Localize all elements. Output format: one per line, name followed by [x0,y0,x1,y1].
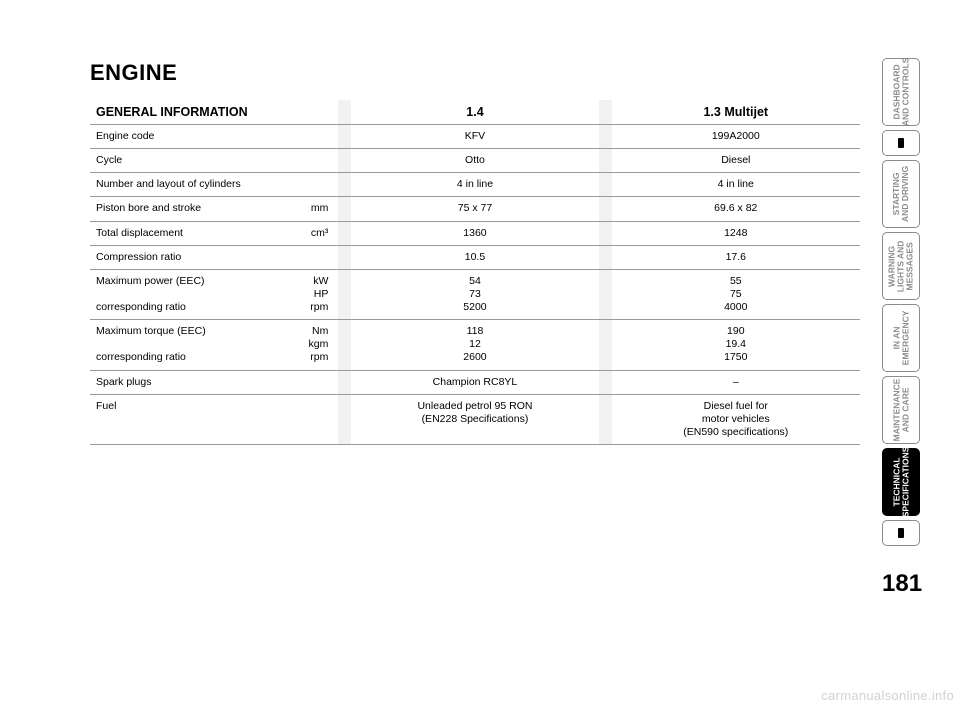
row-value-1: 10.5 [351,245,599,269]
row-value-2: 1248 [612,221,860,245]
row-value-1: Otto [351,149,599,173]
row-label: Spark plugs [90,370,297,394]
side-tab[interactable]: IN ANEMERGENCY [882,304,920,372]
row-value-1: KFV [351,125,599,149]
column-separator [338,245,350,269]
column-separator [599,320,611,370]
content-area: ENGINE GENERAL INFORMATION 1.4 1.3 Multi… [90,60,860,445]
row-unit [297,125,338,149]
row-value-2: 199A2000 [612,125,860,149]
side-tab[interactable]: MAINTENANCEAND CARE [882,376,920,444]
column-separator [338,173,350,197]
table-row: Number and layout of cylinders 4 in line… [90,173,860,197]
row-value-1: Champion RC8YL [351,370,599,394]
row-unit: Nmkgmrpm [297,320,338,370]
column-separator [338,320,350,370]
row-label: Cycle [90,149,297,173]
page-title: ENGINE [90,60,860,86]
table-section-header: GENERAL INFORMATION [90,100,338,125]
row-label: Fuel [90,394,297,444]
side-tab[interactable]: DASHBOARDAND CONTROLS [882,58,920,126]
side-tab[interactable]: WARNINGLIGHTS ANDMESSAGES [882,232,920,300]
column-header-1: 1.4 [351,100,599,125]
column-separator [338,197,350,221]
engine-spec-table: GENERAL INFORMATION 1.4 1.3 Multijet Eng… [90,100,860,445]
column-separator [338,370,350,394]
row-value-1: 118122600 [351,320,599,370]
side-tab[interactable]: STARTINGAND DRIVING [882,160,920,228]
row-unit [297,370,338,394]
tab-label: IN ANEMERGENCY [892,311,910,366]
table-row: Compression ratio 10.5 17.6 [90,245,860,269]
row-value-1: 1360 [351,221,599,245]
column-separator [599,245,611,269]
column-separator [599,269,611,319]
table-row: Maximum power (EEC) corresponding ratiok… [90,269,860,319]
table-row: Fuel Unleaded petrol 95 RON(EN228 Specif… [90,394,860,444]
column-separator [338,100,350,125]
row-label: Engine code [90,125,297,149]
row-label: Maximum power (EEC) corresponding ratio [90,269,297,319]
row-value-2: Diesel fuel formotor vehicles(EN590 spec… [612,394,860,444]
tab-index-marker [898,138,904,148]
column-separator [599,221,611,245]
side-tab[interactable] [882,520,920,546]
tab-label: TECHNICALSPECIFICATIONS [892,447,910,518]
side-tab[interactable]: TECHNICALSPECIFICATIONS [882,448,920,516]
row-unit [297,173,338,197]
table-row: Maximum torque (EEC) corresponding ratio… [90,320,860,370]
column-separator [599,394,611,444]
column-separator [338,125,350,149]
row-label: Maximum torque (EEC) corresponding ratio [90,320,297,370]
tab-index-marker [898,528,904,538]
page-number: 181 [882,570,920,598]
row-label: Number and layout of cylinders [90,173,297,197]
column-separator [338,149,350,173]
row-label: Total displacement [90,221,297,245]
table-row: Spark plugs Champion RC8YL– [90,370,860,394]
table-row: Piston bore and strokemm 75 x 77 69.6 x 82 [90,197,860,221]
row-unit: kWHPrpm [297,269,338,319]
row-value-2: 19019.41750 [612,320,860,370]
tab-label: STARTINGAND DRIVING [892,166,910,222]
column-separator [338,269,350,319]
column-separator [599,100,611,125]
column-separator [338,394,350,444]
row-value-1: 4 in line [351,173,599,197]
tab-label: DASHBOARDAND CONTROLS [892,58,910,126]
row-unit [297,394,338,444]
column-separator [599,125,611,149]
column-separator [599,173,611,197]
row-unit [297,149,338,173]
column-separator [599,197,611,221]
row-value-2: 69.6 x 82 [612,197,860,221]
row-unit [297,245,338,269]
row-label: Piston bore and stroke [90,197,297,221]
table-row: Cycle Otto Diesel [90,149,860,173]
side-tabs: DASHBOARDAND CONTROLS STARTINGAND DRIVING… [882,58,920,546]
row-value-2: Diesel [612,149,860,173]
row-value-2: 4 in line [612,173,860,197]
column-separator [599,149,611,173]
watermark: carmanualsonline.info [821,688,954,703]
row-value-2: – [612,370,860,394]
row-value-2: 55754000 [612,269,860,319]
column-separator [599,370,611,394]
row-value-1: 75 x 77 [351,197,599,221]
row-unit: mm [297,197,338,221]
table-row: Engine code KFV 199A2000 [90,125,860,149]
column-separator [338,221,350,245]
row-value-1: 54735200 [351,269,599,319]
tab-label: WARNINGLIGHTS ANDMESSAGES [888,240,915,292]
row-value-1: Unleaded petrol 95 RON(EN228 Specificati… [351,394,599,444]
tab-label: MAINTENANCEAND CARE [892,379,910,442]
row-value-2: 17.6 [612,245,860,269]
row-unit: cm³ [297,221,338,245]
column-header-2: 1.3 Multijet [612,100,860,125]
table-row: Total displacementcm³ 1360 1248 [90,221,860,245]
row-label: Compression ratio [90,245,297,269]
side-tab[interactable] [882,130,920,156]
